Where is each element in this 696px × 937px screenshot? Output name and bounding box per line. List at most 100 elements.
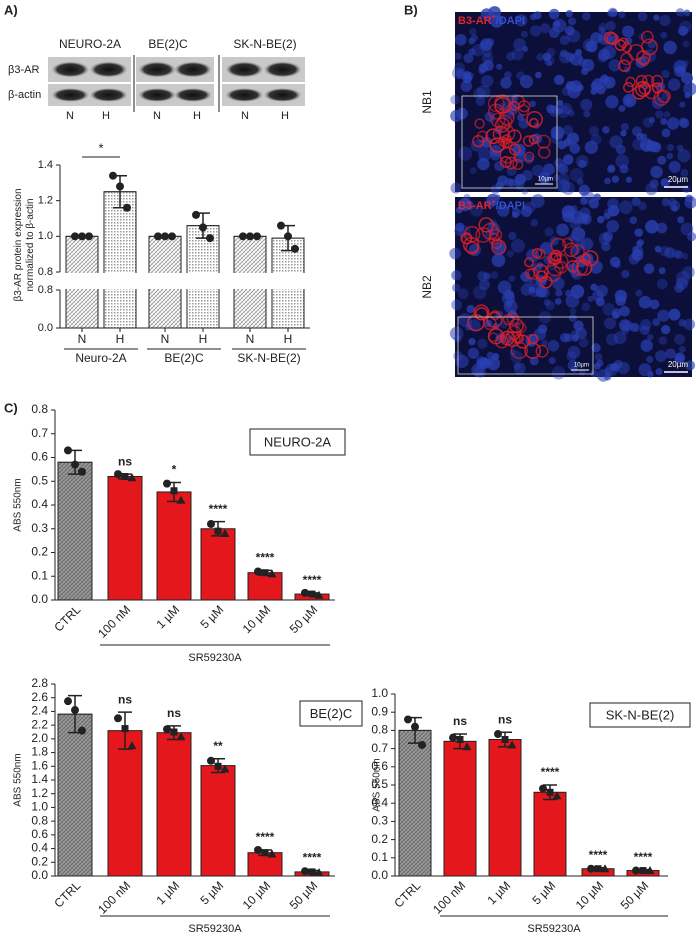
nucleus — [589, 260, 603, 274]
data-point — [214, 527, 222, 535]
nucleus — [468, 48, 476, 56]
nucleus — [631, 249, 644, 261]
nucleus — [655, 368, 663, 376]
nucleus — [455, 206, 463, 214]
stain — [528, 333, 539, 345]
significance-label: ns — [453, 714, 467, 728]
nucleus — [482, 59, 494, 72]
nucleus — [450, 182, 462, 194]
nucleus — [652, 318, 661, 326]
nucleus — [556, 107, 564, 114]
lane-label: N — [241, 110, 249, 122]
nucleus — [489, 144, 502, 157]
data-point — [121, 473, 129, 480]
nucleus — [535, 71, 542, 79]
stain — [508, 318, 524, 334]
nucleus — [567, 360, 579, 371]
blot-band — [51, 88, 90, 102]
x-tick-label: 5 µM — [197, 878, 226, 907]
data-point — [552, 791, 562, 800]
nucleus — [569, 168, 584, 182]
nucleus — [558, 173, 570, 185]
nucleus — [656, 278, 668, 290]
nucleus — [521, 188, 528, 195]
data-point — [418, 740, 426, 749]
nucleus — [588, 198, 599, 209]
stain-label: B3-AR+/DAPI — [458, 14, 525, 27]
nucleus — [468, 37, 476, 45]
nucleus — [658, 336, 668, 345]
nucleus — [519, 74, 534, 89]
x-tick-label: 10 µM — [573, 878, 607, 912]
nucleus — [622, 93, 637, 108]
stain — [627, 43, 645, 61]
nucleus — [638, 295, 652, 309]
nucleus — [514, 180, 525, 190]
y-tick-label: 1.0 — [38, 230, 53, 242]
bar — [200, 765, 236, 877]
data-point — [176, 732, 186, 741]
nucleus — [496, 63, 503, 70]
significance-label: **** — [209, 502, 228, 516]
bar — [107, 730, 143, 877]
nucleus — [567, 345, 581, 359]
chart-title: NEURO-2A — [264, 434, 332, 449]
nucleus — [569, 143, 581, 154]
nucleus — [661, 198, 670, 207]
significance-label: **** — [303, 573, 322, 587]
nucleus — [475, 96, 486, 107]
nucleus — [562, 125, 574, 136]
data-point — [127, 473, 137, 482]
nucleus — [565, 80, 576, 91]
stain — [571, 259, 589, 276]
nucleus — [598, 76, 612, 90]
nucleus — [666, 117, 680, 130]
nucleus — [463, 200, 474, 211]
nucleus — [565, 289, 573, 297]
stain — [463, 236, 480, 254]
nucleus — [583, 110, 591, 118]
nucleus — [556, 223, 569, 237]
y-tick-label: 0.3 — [31, 521, 48, 535]
data-point — [314, 590, 324, 599]
nucleus — [590, 369, 598, 378]
y-tick-label: 0.6 — [31, 450, 48, 464]
nucleus — [579, 197, 588, 206]
x-tick-label: H — [284, 332, 293, 346]
stain — [618, 59, 631, 72]
cell-line-label: SK-N-BE(2) — [233, 37, 296, 51]
data-point — [71, 460, 79, 469]
significance-label: ** — [213, 739, 223, 753]
nucleus — [540, 241, 553, 255]
y-tick-label: 0.9 — [371, 704, 388, 718]
nucleus — [473, 87, 486, 100]
data-point — [261, 569, 269, 577]
stain-label-part: B3-AR — [458, 15, 492, 27]
significance-label: * — [172, 463, 177, 477]
y-tick-label: 0.0 — [371, 868, 388, 882]
stain — [614, 39, 627, 51]
nucleus — [545, 300, 555, 311]
nucleus — [540, 23, 551, 34]
nucleus — [682, 59, 689, 67]
nucleus — [619, 306, 630, 317]
nucleus — [484, 111, 495, 122]
data-point — [267, 849, 277, 858]
stain — [532, 247, 543, 259]
nucleus — [657, 309, 670, 322]
bar — [247, 572, 283, 601]
stain-label-part: + — [492, 14, 496, 21]
y-tick-label: 2.6 — [31, 690, 48, 704]
x-tick-label: CTRL — [51, 878, 83, 910]
stain — [538, 146, 551, 159]
nucleus — [449, 247, 461, 260]
nucleus — [578, 184, 590, 196]
nucleus — [582, 12, 591, 21]
scale-bar-label: 10µm — [574, 363, 589, 369]
nucleus — [596, 215, 605, 224]
nucleus — [559, 332, 570, 343]
blot-band — [173, 88, 212, 102]
nucleus — [450, 94, 460, 105]
nucleus — [451, 283, 461, 292]
